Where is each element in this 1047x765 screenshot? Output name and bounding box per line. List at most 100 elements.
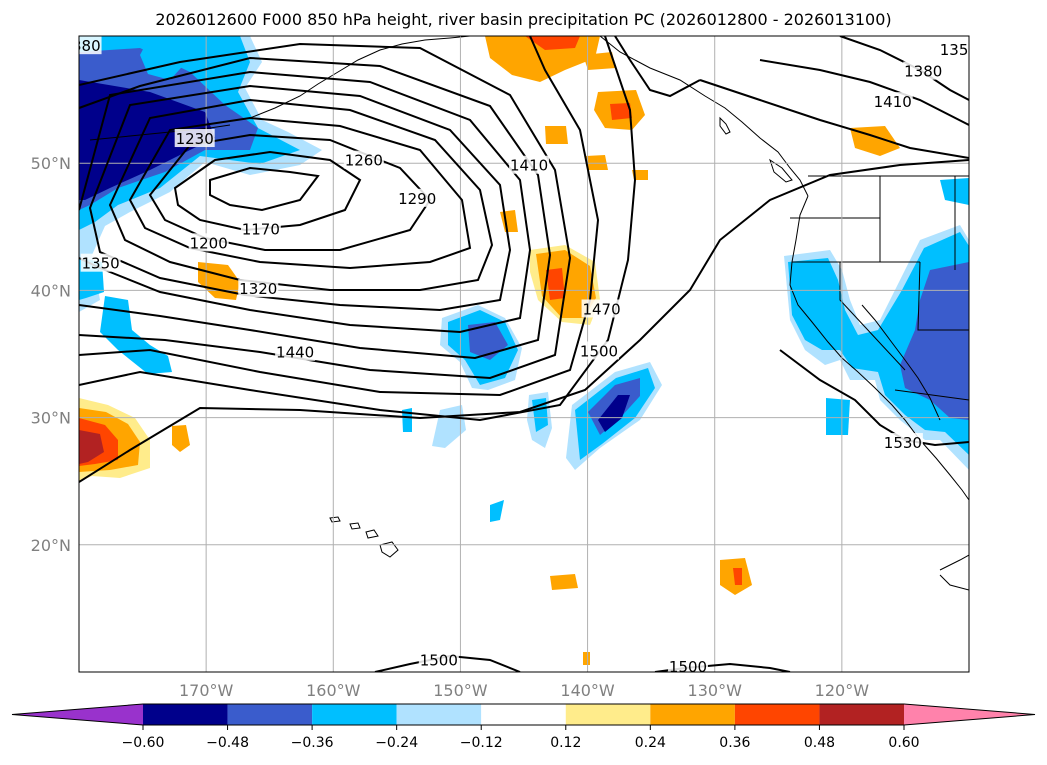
precip-region-positive — [632, 170, 648, 180]
contour-label: 1170 — [242, 220, 280, 238]
precip-region-positive — [546, 268, 565, 300]
colorbar-segment — [143, 704, 228, 725]
precip-region-positive — [583, 52, 616, 70]
precip-region-positive — [172, 425, 190, 452]
latitude-label: 30°N — [31, 409, 71, 428]
colorbar: −0.60 −0.48 −0.36 −0.24 −0.12 0.12 0.24 0.36 0.4… — [11, 703, 1036, 751]
contour-label-bg — [397, 188, 438, 207]
contour-label-bg — [509, 155, 550, 174]
maui-island — [365, 529, 379, 539]
contour-1350 — [79, 70, 532, 334]
contour-label: 1500 — [580, 342, 618, 360]
contour-label-bg — [80, 253, 121, 272]
contour-1410-north — [614, 36, 701, 98]
mexico-coast-south — [939, 554, 969, 571]
precip-region-positive — [586, 155, 608, 170]
colorbar-segment — [396, 704, 482, 725]
precip-region-negative — [826, 398, 850, 435]
mexico-coast-south-2 — [939, 574, 969, 591]
contour-label-bg — [882, 433, 923, 452]
alaska-coastline — [249, 36, 471, 119]
colorbar-tick-label: −0.36 — [291, 735, 334, 751]
contour-label-bg — [188, 233, 229, 252]
precip-region-positive — [545, 126, 568, 144]
precip-region-negative — [100, 296, 172, 374]
precip-region-positive — [583, 652, 590, 665]
contour-label-bg — [579, 341, 620, 360]
hawaii-island — [379, 541, 399, 558]
contour-label-bg — [79, 36, 102, 55]
contour-label: 1500 — [420, 652, 458, 670]
precip-region-negative — [79, 80, 215, 200]
colorbar-extend-min — [12, 704, 143, 725]
colorbar-segment — [650, 704, 735, 725]
longitude-label: 120°W — [815, 681, 870, 700]
contour-label-bg — [938, 39, 969, 58]
precip-region-positive — [525, 36, 580, 50]
contour-1530 — [779, 349, 969, 447]
colorbar-segment — [481, 704, 566, 725]
colorbar-tick-label: −0.48 — [206, 735, 249, 751]
precip-region-positive — [733, 568, 742, 585]
longitude-label: 150°W — [433, 681, 488, 700]
state-border-az — [917, 261, 969, 331]
contour-label-bg — [903, 61, 944, 80]
contour-1380-ne — [759, 59, 969, 126]
page-title: 2026012600 F000 850 hPa height, river ba… — [155, 10, 892, 29]
longitude-label: 140°W — [560, 681, 615, 700]
precip-region-positive — [550, 574, 578, 590]
latitude-label: 20°N — [31, 536, 71, 555]
contour-label: 1380 — [62, 37, 100, 55]
colorbar-tick-label: −0.24 — [375, 735, 418, 751]
colorbar-extend-max — [904, 704, 1035, 725]
colorbar-segment — [227, 704, 313, 725]
map-area: 1380 1230 1260 1290 1410 1170 1200 1350 1320 1470… — [62, 35, 970, 673]
colorbar-tick-label: 0.48 — [804, 735, 835, 751]
map-frame — [78, 35, 970, 673]
contour-1410-ne — [699, 79, 969, 159]
contour-1500 — [79, 159, 969, 483]
precip-region-negative — [788, 232, 969, 455]
contour-label: 1320 — [239, 280, 277, 298]
longitude-labels: 170°W 160°W 150°W 140°W 130°W 120°W — [179, 681, 869, 700]
colorbar-segment — [819, 704, 904, 725]
aleutian-islands — [89, 124, 231, 141]
contour-label: 1260 — [345, 152, 383, 170]
contour-label: 1290 — [398, 190, 436, 208]
state-border-mx — [894, 389, 969, 401]
contour-1170 — [209, 166, 320, 212]
contour-label: 1200 — [190, 234, 228, 252]
contour-1290 — [108, 98, 494, 291]
contour-label-bg — [174, 129, 215, 148]
contour-label: 1530 — [884, 434, 922, 452]
contour-1470 — [79, 36, 637, 422]
contour-label-bg — [418, 650, 459, 669]
contour-1320 — [88, 84, 512, 312]
precip-region-negative — [598, 395, 630, 432]
contour-labels: 1380 1230 1260 1290 1410 1170 1200 1350 1320 1470… — [62, 36, 969, 672]
gulf-of-alaska-coast — [599, 36, 809, 197]
islands — [89, 116, 793, 558]
colorbar-tick-label: 0.12 — [550, 735, 581, 751]
contour-1200 — [173, 150, 362, 232]
oahu-island — [349, 522, 361, 530]
vancouver-island — [769, 158, 793, 183]
contour-label: 1410 — [874, 93, 912, 111]
queen-charlotte-islands — [719, 116, 731, 135]
latitude-labels: 50°N 40°N 30°N 20°N — [31, 154, 71, 555]
contour-label: 1440 — [276, 344, 314, 362]
contour-label-bg — [581, 299, 622, 318]
colorbar-segment — [312, 704, 397, 725]
contour-label: 1230 — [176, 130, 214, 148]
contour-label: 1470 — [582, 300, 620, 318]
contour-label: 1350 — [82, 255, 120, 273]
contour-label-bg — [240, 219, 281, 238]
kauai-island — [329, 516, 341, 523]
colorbar-tick-label: −0.12 — [460, 735, 503, 751]
coastlines — [249, 36, 969, 591]
contour-label: 1410 — [510, 157, 548, 175]
contour-label-bg — [238, 279, 279, 298]
precip-region-negative — [490, 500, 504, 522]
contour-1380 — [79, 56, 552, 360]
